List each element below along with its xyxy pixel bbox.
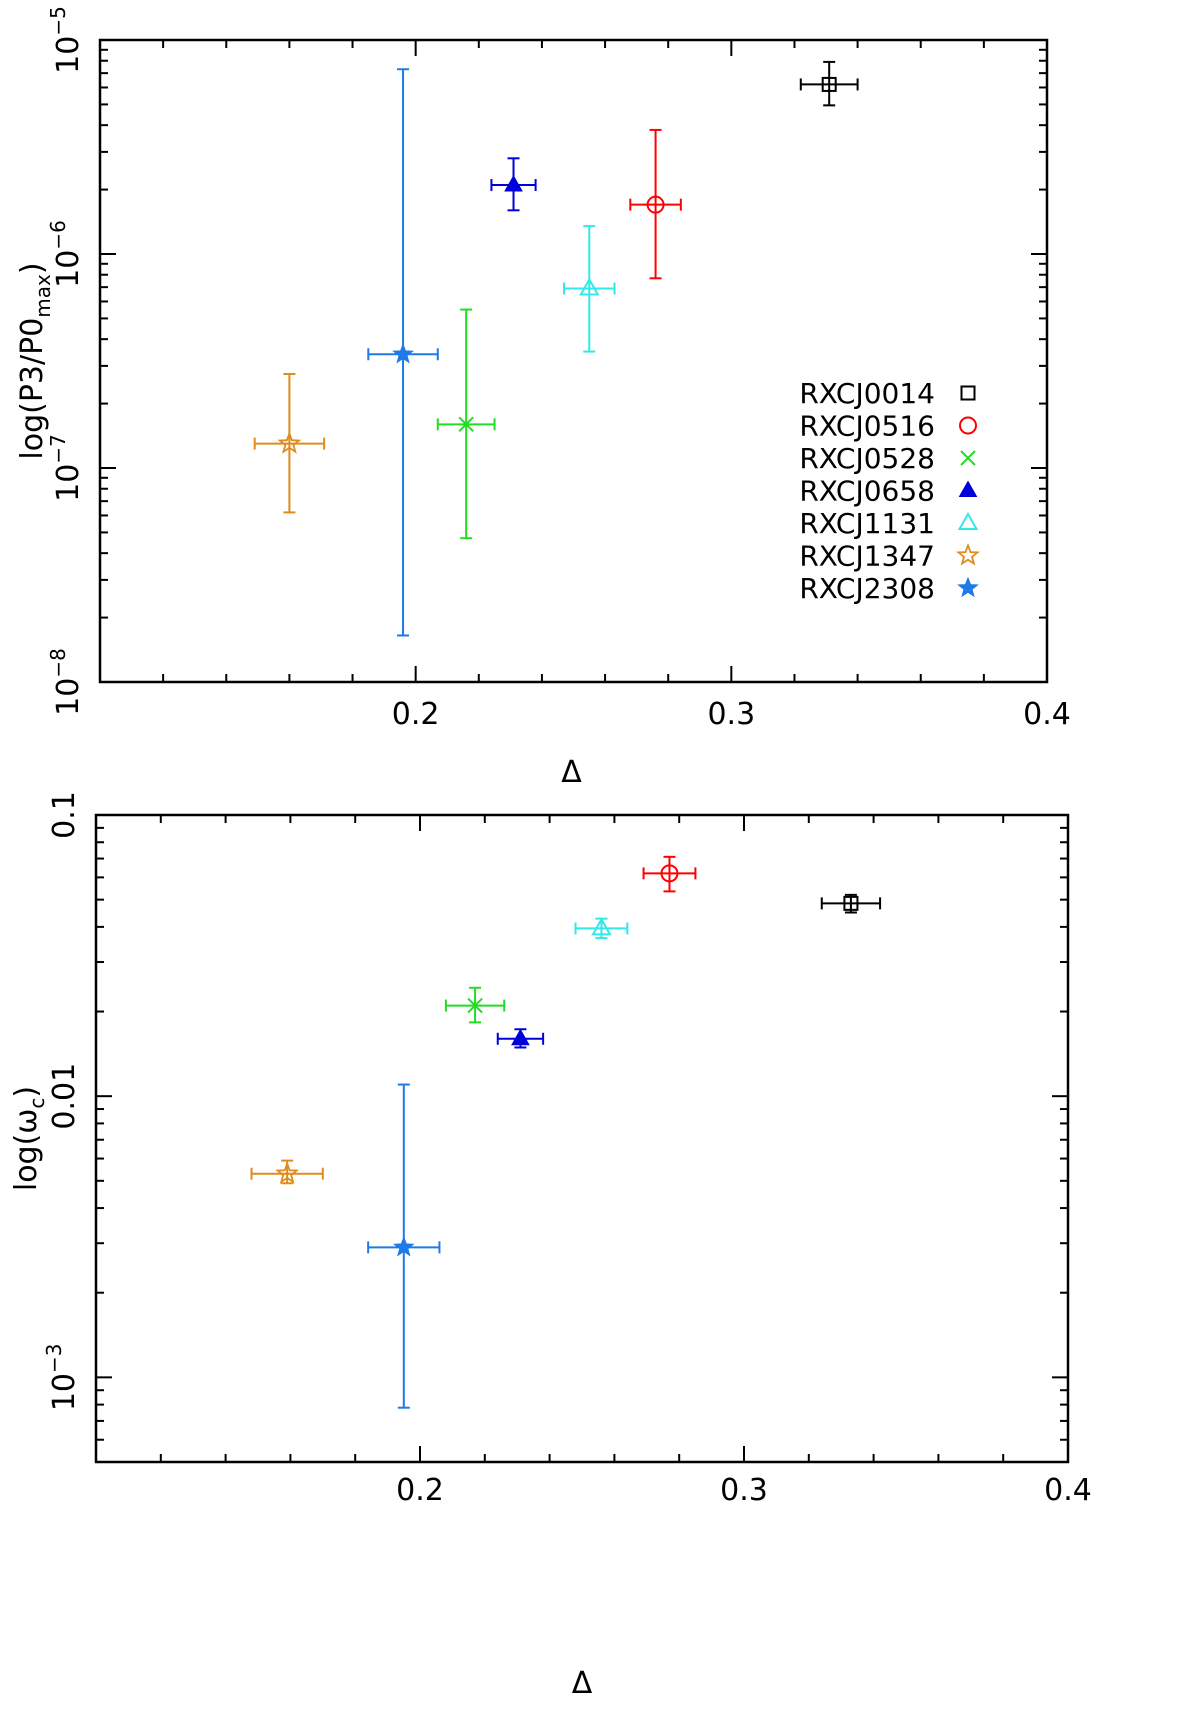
data-point-rxcj0528	[444, 986, 506, 1024]
y-axis-label: log(ωc)	[9, 1086, 49, 1191]
tick-label-base: 0.1	[47, 791, 82, 839]
x-tick-label: 0.3	[707, 697, 755, 732]
y-axis-label-text: log(ω	[9, 1109, 44, 1192]
y-tick-label: 0.1	[47, 791, 82, 839]
marker-open-star	[275, 1161, 300, 1184]
legend-label: RXCJ1347	[799, 540, 935, 573]
x-tick-label: 0.2	[392, 697, 440, 732]
data-point-rxcj1131	[574, 917, 629, 940]
marker-open-square	[843, 895, 859, 911]
marker-open-circle	[646, 195, 665, 214]
y-tick-label: 0.01	[47, 1063, 82, 1130]
y-axis-label-text: )	[15, 262, 50, 274]
tick-label-exponent: −8	[46, 648, 70, 677]
y-axis-label-subscript: max	[31, 274, 55, 318]
marker-filled-star	[392, 342, 414, 364]
data-point-rxcj1347	[250, 1159, 324, 1185]
marker-filled-triangle	[511, 1028, 530, 1046]
legend-marker	[956, 542, 980, 566]
y-tick-label: 10−3	[42, 1344, 82, 1412]
y-axis-label: log(P3/P0max)	[15, 262, 55, 459]
legend: RXCJ0014RXCJ0516RXCJ0528RXCJ0658RXCJ1131…	[799, 377, 980, 605]
plot-frame	[94, 813, 1070, 1464]
legend-label: RXCJ0014	[799, 377, 935, 410]
data-point-rxcj1347	[253, 372, 326, 514]
y-axis-label-text: )	[9, 1086, 44, 1098]
legend-label: RXCJ0516	[799, 410, 935, 443]
y-axis-label-text: log(P3/P0	[15, 318, 50, 460]
y-tick-label: 10−6	[46, 220, 86, 288]
legend-marker	[958, 480, 978, 497]
marker-open-star	[277, 431, 302, 454]
data-point-rxcj1131	[563, 225, 616, 353]
marker-open-triangle	[579, 277, 600, 296]
marker-open-circle	[660, 864, 679, 883]
marker-open-triangle	[591, 917, 612, 936]
data-point-rxcj0014	[820, 893, 882, 914]
tick-label-exponent: −5	[46, 6, 70, 35]
tick-label-exponent: −6	[46, 220, 70, 249]
tick-label-base: 10	[51, 36, 86, 74]
y-tick-label: 10−5	[46, 6, 86, 74]
data-point-rxcj0516	[642, 855, 697, 893]
x-tick-label: 0.2	[396, 1473, 444, 1508]
legend-label: RXCJ1131	[799, 507, 935, 540]
tick-label-base: 0.01	[47, 1063, 82, 1130]
tick-label-base: 10	[51, 250, 86, 288]
legend-label: RXCJ0658	[799, 475, 935, 508]
legend-marker	[960, 385, 976, 401]
data-point-rxcj0528	[436, 308, 496, 540]
y-axis-label-subscript: c	[25, 1098, 49, 1109]
x-axis-label: Δ	[561, 755, 582, 790]
legend-marker	[957, 576, 979, 598]
legend-label: RXCJ0528	[799, 442, 935, 475]
data-point-rxcj2308	[367, 1083, 441, 1409]
legend-label: RXCJ2308	[799, 572, 935, 605]
marker-open-square	[821, 76, 837, 92]
marker-cross	[458, 416, 474, 433]
data-point-rxcj0658	[496, 1028, 545, 1049]
legend-marker	[960, 450, 976, 466]
x-tick-label: 0.4	[1044, 1473, 1092, 1508]
data-point-rxcj0658	[490, 157, 537, 212]
legend-marker	[957, 511, 979, 530]
plot-frame	[98, 38, 1049, 684]
data-point-rxcj2308	[367, 68, 439, 637]
top-panel-plot: 0.2 0.3 0.410−810−710−610−5Δlog(P3/P0max)R…	[15, 6, 1071, 790]
tick-label-base: 10	[51, 678, 86, 716]
tick-label-base: 10	[47, 1373, 82, 1411]
marker-filled-star	[392, 1235, 415, 1257]
data-point-rxcj0516	[629, 128, 682, 280]
x-axis-label: Δ	[572, 1666, 593, 1701]
data-point-rxcj0014	[799, 60, 859, 107]
x-tick-label: 0.4	[1023, 697, 1071, 732]
tick-label-exponent: −3	[42, 1344, 66, 1373]
y-tick-label: 10−8	[46, 648, 86, 716]
x-tick-label: 0.3	[720, 1473, 768, 1508]
marker-cross	[467, 997, 483, 1014]
tick-label-exponent: −7	[46, 434, 70, 463]
y-tick-label: 10−7	[46, 434, 86, 502]
tick-label-base: 10	[51, 464, 86, 502]
legend-marker	[959, 416, 977, 435]
marker-filled-triangle	[504, 175, 523, 192]
